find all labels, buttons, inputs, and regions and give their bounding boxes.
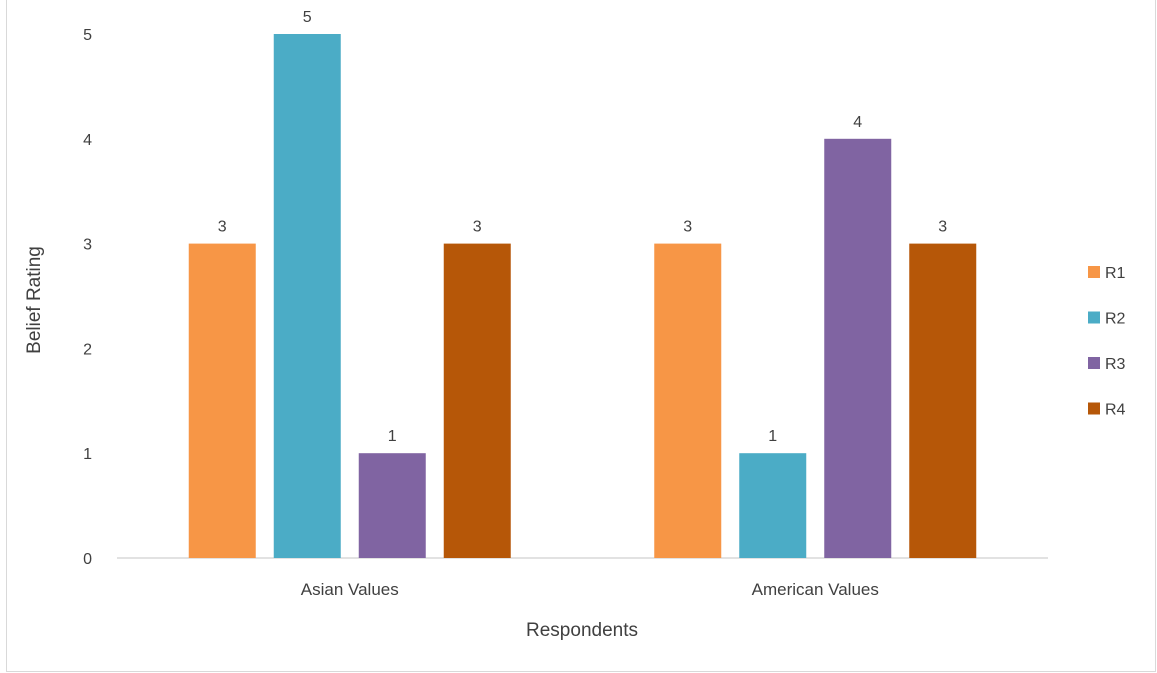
y-tick-label: 0 [83, 551, 92, 568]
bar-r4-1 [909, 243, 977, 558]
bar-r2-0 [273, 34, 341, 558]
legend-swatch-r3 [1088, 357, 1100, 369]
legend-swatch-r2 [1088, 311, 1100, 324]
data-label: 4 [853, 114, 862, 131]
y-tick-label: 1 [83, 446, 92, 463]
legend-label: R4 [1105, 402, 1126, 419]
y-tick-label: 5 [83, 27, 92, 44]
bar-r2-1 [739, 453, 807, 558]
legend: R1 R2 R3 R4 [1088, 265, 1126, 419]
bar-r3-0 [358, 453, 426, 558]
y-tick-label: 2 [83, 341, 92, 358]
bar-r4-0 [443, 243, 511, 558]
data-label: 3 [218, 219, 227, 236]
data-label: 5 [303, 9, 312, 26]
y-tick-label: 4 [83, 132, 92, 149]
legend-label: R3 [1105, 356, 1126, 373]
data-label: 3 [473, 219, 482, 236]
legend-swatch-r1 [1088, 266, 1100, 278]
data-label: 1 [768, 428, 777, 445]
legend-label: R1 [1105, 265, 1126, 282]
x-axis-title: Respondents [526, 620, 638, 641]
bar-r1-1 [654, 243, 722, 558]
category-label: Asian Values [301, 580, 399, 599]
legend-swatch-r4 [1088, 402, 1100, 415]
legend-label: R2 [1105, 311, 1126, 328]
data-label: 3 [683, 219, 692, 236]
y-tick-label: 3 [83, 237, 92, 254]
bar-r3-1 [824, 138, 892, 559]
y-axis-title: Belief Rating [24, 246, 45, 354]
data-label: 1 [388, 428, 397, 445]
bar-r1-0 [188, 243, 256, 558]
data-label: 3 [938, 219, 947, 236]
category-label: American Values [752, 580, 879, 599]
